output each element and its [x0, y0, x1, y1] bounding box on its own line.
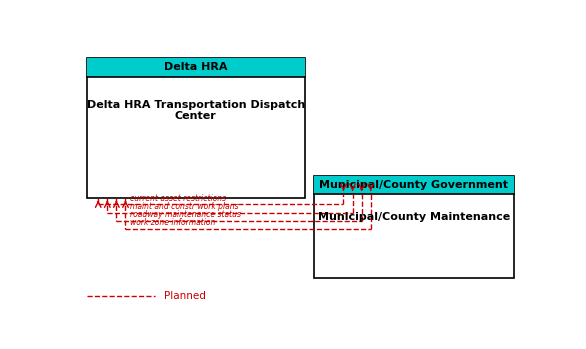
Text: Delta HRA: Delta HRA — [164, 62, 227, 72]
Text: Delta HRA Transportation Dispatch
Center: Delta HRA Transportation Dispatch Center — [87, 100, 305, 121]
Text: Municipal/County Government: Municipal/County Government — [319, 180, 509, 190]
Bar — [87, 58, 305, 77]
Bar — [87, 58, 305, 198]
Text: maint and constr work plans: maint and constr work plans — [130, 202, 239, 211]
Bar — [314, 176, 514, 194]
Text: Municipal/County Maintenance: Municipal/County Maintenance — [318, 213, 510, 222]
Text: Planned: Planned — [164, 291, 206, 301]
Bar — [314, 176, 514, 279]
Text: roadway maintenance status: roadway maintenance status — [130, 210, 241, 219]
Text: current asset restrictions: current asset restrictions — [130, 194, 226, 203]
Text: work zone information: work zone information — [130, 218, 216, 227]
